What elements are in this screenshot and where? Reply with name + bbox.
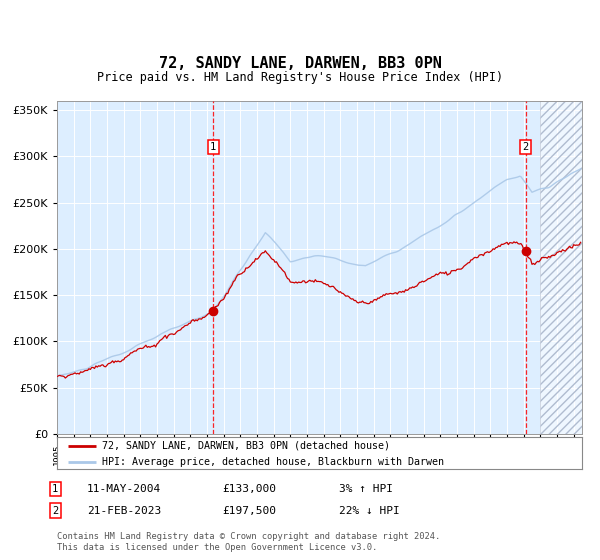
Text: Price paid vs. HM Land Registry's House Price Index (HPI): Price paid vs. HM Land Registry's House … (97, 71, 503, 84)
Text: £197,500: £197,500 (222, 506, 276, 516)
Text: 72, SANDY LANE, DARWEN, BB3 0PN: 72, SANDY LANE, DARWEN, BB3 0PN (158, 56, 442, 71)
Text: 22% ↓ HPI: 22% ↓ HPI (339, 506, 400, 516)
Text: Contains HM Land Registry data © Crown copyright and database right 2024.: Contains HM Land Registry data © Crown c… (57, 532, 440, 541)
Text: £133,000: £133,000 (222, 484, 276, 494)
Text: 3% ↑ HPI: 3% ↑ HPI (339, 484, 393, 494)
Bar (541, 101, 582, 434)
Text: 21-FEB-2023: 21-FEB-2023 (87, 506, 161, 516)
Text: 2: 2 (523, 142, 529, 152)
Text: 72, SANDY LANE, DARWEN, BB3 0PN (detached house): 72, SANDY LANE, DARWEN, BB3 0PN (detache… (101, 441, 389, 451)
Text: 1: 1 (52, 484, 58, 494)
Text: This data is licensed under the Open Government Licence v3.0.: This data is licensed under the Open Gov… (57, 543, 377, 552)
Text: 11-MAY-2004: 11-MAY-2004 (87, 484, 161, 494)
Bar (541, 101, 582, 434)
Text: HPI: Average price, detached house, Blackburn with Darwen: HPI: Average price, detached house, Blac… (101, 457, 443, 467)
Text: 2: 2 (52, 506, 58, 516)
Text: 1: 1 (210, 142, 216, 152)
